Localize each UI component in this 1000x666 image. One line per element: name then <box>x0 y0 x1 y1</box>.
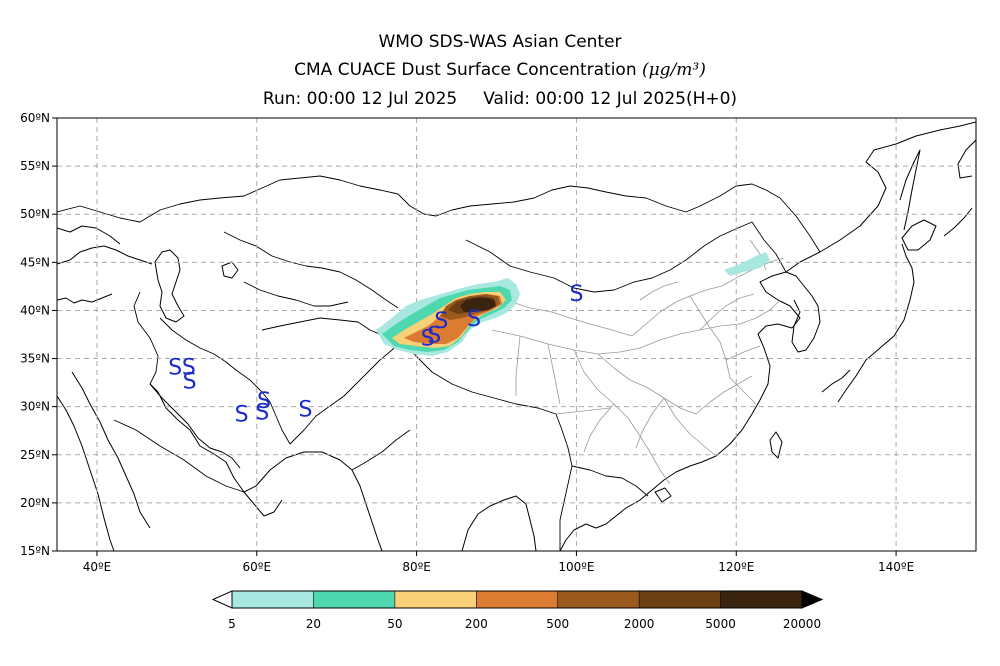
colorbar-label: 2000 <box>624 617 655 631</box>
dust-station-symbol: S <box>257 389 271 414</box>
dust-station-symbol: S <box>427 324 441 349</box>
colorbar-label: 500 <box>546 617 569 631</box>
colorbar-label: 20 <box>306 617 321 631</box>
dust-station-symbol: S <box>421 326 435 351</box>
colorbar-segment <box>639 591 721 608</box>
lat-tick-label: 35ºN <box>20 352 50 366</box>
colorbar-label: 50 <box>387 617 402 631</box>
colorbar-segment <box>394 591 477 608</box>
colorbar-high-arrow <box>801 590 824 609</box>
colorbar-segment <box>720 591 802 608</box>
lat-tick-label: 15ºN <box>20 544 50 558</box>
title-line-3: Run: 00:00 12 Jul 2025 Valid: 00:00 12 Ju… <box>0 89 1000 109</box>
dust-station-symbol: S <box>182 355 196 380</box>
colorbar-segment <box>232 591 314 608</box>
dust-station-symbol: S <box>235 402 249 427</box>
dust-station-symbol: S <box>299 398 313 423</box>
lat-tick-label: 60ºN <box>20 111 50 125</box>
colorbar-label: 200 <box>465 617 488 631</box>
lat-tick-label: 25ºN <box>20 448 50 462</box>
map-frame <box>56 117 977 552</box>
lat-tick-label: 30ºN <box>20 400 50 414</box>
country-borders <box>57 175 821 551</box>
lat-tick-label: 55ºN <box>20 159 50 173</box>
lon-tick-label: 60ºE <box>243 560 272 574</box>
dust-station-symbol: S <box>467 307 481 332</box>
province-borders <box>491 239 785 485</box>
lon-tick-label: 120ºE <box>718 560 754 574</box>
colorbar-segment <box>557 591 640 608</box>
colorbar-segment <box>313 591 395 608</box>
lat-tick-label: 45ºN <box>20 255 50 269</box>
dust-station-symbol: S <box>255 400 269 425</box>
dust-level-5-northeast <box>724 252 770 276</box>
title-unit: (μg/m³) <box>642 60 706 80</box>
dust-concentration-field <box>376 252 770 356</box>
colorbar-label: 20000 <box>783 617 821 631</box>
run-time-label: Run: 00:00 12 Jul 2025 <box>262 89 458 109</box>
lat-tick-label: 20ºN <box>20 496 50 510</box>
dust-station-symbol: S <box>168 355 182 380</box>
dust-station-symbol: S <box>183 370 197 395</box>
lat-tick-label: 50ºN <box>20 207 50 221</box>
lat-tick-label: 40ºN <box>20 303 50 317</box>
colorbar: 5 20 50 200 500 2000 5000 20000 <box>211 590 824 631</box>
title-line-1: WMO SDS-WAS Asian Center <box>378 32 622 52</box>
lon-tick-label: 40ºE <box>83 560 112 574</box>
dust-level-5000 <box>460 298 496 312</box>
title-line-2: CMA CUACE Dust Surface Concentration (μg… <box>0 60 1000 80</box>
colorbar-label: 5 <box>228 617 236 631</box>
colorbar-segment <box>476 591 558 608</box>
colorbar-label: 5000 <box>705 617 736 631</box>
coastlines <box>57 121 976 551</box>
title-product: CMA CUACE Dust Surface Concentration <box>294 60 637 80</box>
dust-station-symbol: S <box>569 282 583 307</box>
lon-tick-label: 140ºE <box>878 560 914 574</box>
colorbar-low-arrow <box>211 590 233 609</box>
lon-tick-label: 80ºE <box>402 560 431 574</box>
grid-lines <box>57 118 976 551</box>
lon-tick-label: 100ºE <box>558 560 594 574</box>
map-axes: 15ºN 20ºN 25ºN 30ºN 35ºN 40ºN 45ºN 50ºN 55ºN 60ºN… <box>20 111 914 574</box>
valid-time-label: Valid: 00:00 12 Jul 2025(H+0) <box>483 89 738 109</box>
dust-station-symbol: S <box>434 309 448 334</box>
